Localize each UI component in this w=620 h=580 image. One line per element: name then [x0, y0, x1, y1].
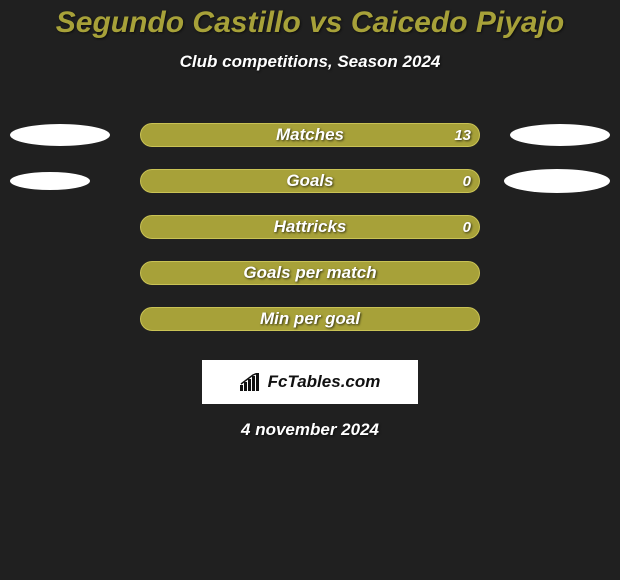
stat-label: Goals per match [243, 263, 376, 283]
stat-row: Goals per match [0, 250, 620, 296]
stat-bar: Goals 0 [140, 169, 480, 193]
stat-value: 0 [463, 219, 471, 236]
stat-label: Min per goal [260, 309, 360, 329]
logo-box: FcTables.com [202, 360, 418, 404]
stat-label: Goals [286, 171, 333, 191]
stat-label: Matches [276, 125, 344, 145]
right-oval [504, 169, 610, 193]
stat-bar: Goals per match [140, 261, 480, 285]
stat-row: Min per goal [0, 296, 620, 342]
stat-bar: Matches 13 [140, 123, 480, 147]
left-oval [10, 172, 90, 190]
stat-row: Hattricks 0 [0, 204, 620, 250]
stat-value: 13 [454, 127, 471, 144]
page-title: Segundo Castillo vs Caicedo Piyajo [0, 0, 620, 40]
stat-row: Matches 13 [0, 112, 620, 158]
stat-label: Hattricks [274, 217, 347, 237]
stat-bar: Min per goal [140, 307, 480, 331]
right-oval [510, 124, 610, 146]
comparison-chart: Matches 13 Goals 0 Hattricks 0 Goals per match… [0, 112, 620, 342]
stat-row: Goals 0 [0, 158, 620, 204]
logo-text: FcTables.com [268, 372, 381, 392]
stat-value: 0 [463, 173, 471, 190]
left-oval [10, 124, 110, 146]
date-line: 4 november 2024 [0, 420, 620, 440]
bar-chart-icon [240, 373, 262, 391]
subtitle: Club competitions, Season 2024 [0, 52, 620, 72]
stat-bar: Hattricks 0 [140, 215, 480, 239]
